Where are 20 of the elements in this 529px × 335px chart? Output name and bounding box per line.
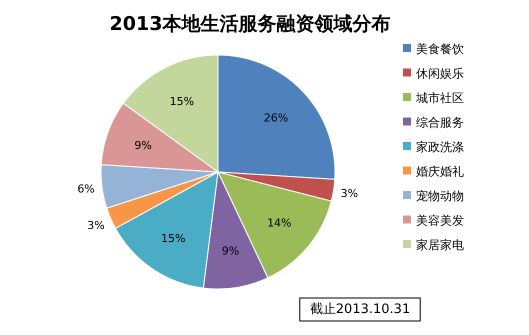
data-label: 15%	[161, 232, 186, 245]
legend-label: 家居家电	[416, 238, 464, 252]
legend-label: 美食餐饮	[416, 42, 464, 56]
data-label: 3%	[340, 186, 358, 200]
data-label: 26%	[264, 112, 288, 125]
legend-label: 城市社区	[415, 91, 464, 105]
legend-label: 美容美发	[416, 214, 464, 228]
legend-label: 综合服务	[416, 116, 464, 130]
data-label: 14%	[267, 216, 292, 230]
data-label: 6%	[77, 182, 95, 196]
data-label: 15%	[170, 95, 194, 108]
legend-label: 宠物动物	[416, 189, 464, 203]
chart-title: 2013本地生活服务融资领域分布	[110, 13, 390, 35]
legend-label: 婚庆婚礼	[416, 164, 464, 178]
data-label: 9%	[134, 139, 152, 152]
text: 截止2013.10.31	[310, 302, 410, 317]
legend-label: 休闲娱乐	[416, 66, 464, 80]
data-label: 3%	[87, 218, 105, 232]
data-label: 9%	[222, 244, 240, 258]
legend-label: 家政洗涤	[416, 140, 464, 154]
